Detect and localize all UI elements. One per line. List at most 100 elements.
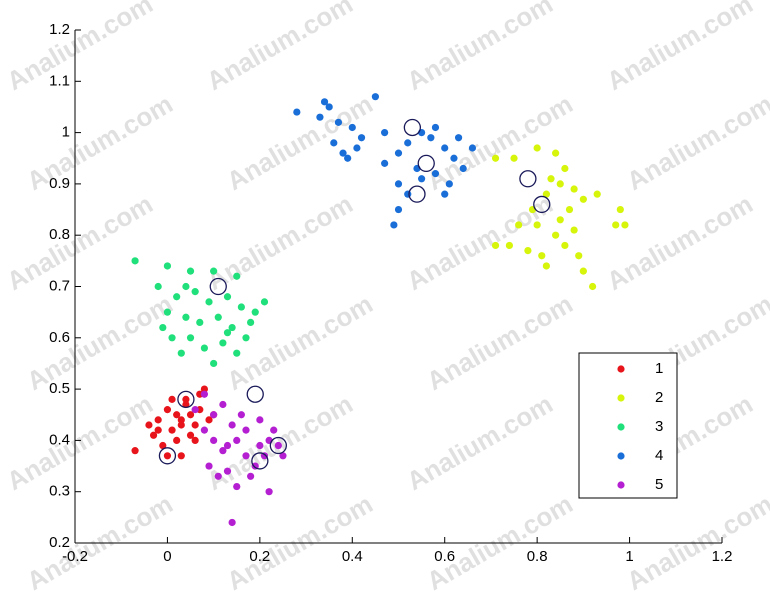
watermark: Analium.com: [401, 389, 557, 497]
scatter-point: [191, 288, 199, 296]
scatter-point: [274, 441, 282, 450]
watermark: Analium.com: [1, 189, 157, 297]
scatter-point: [339, 149, 347, 157]
watermark: Analium.com: [401, 0, 557, 96]
scatter-point: [404, 139, 412, 147]
scatter-point: [233, 436, 241, 444]
scatter-point: [491, 154, 500, 162]
highlight-ring: [408, 185, 426, 203]
x-tick-label: 0: [163, 548, 171, 565]
scatter-point: [145, 421, 153, 429]
scatter-point: [200, 344, 208, 352]
scatter-point: [381, 159, 389, 167]
scatter-point: [200, 426, 208, 434]
scatter-point: [196, 318, 204, 327]
scatter-point: [330, 139, 338, 147]
x-tick-label: 0.6: [434, 548, 455, 565]
scatter-point: [381, 129, 389, 137]
scatter-point: [570, 185, 578, 193]
watermark: Analium.com: [221, 489, 377, 593]
watermark: Analium.com: [21, 489, 177, 593]
y-tick-label: 0.7: [49, 277, 70, 294]
scatter-point: [214, 313, 222, 321]
x-tick-label: 0.4: [342, 548, 363, 565]
scatter-point: [168, 395, 176, 403]
scatter-point: [228, 323, 236, 332]
scatter-point: [542, 262, 550, 270]
scatter-point: [612, 221, 620, 229]
scatter-point: [394, 205, 403, 214]
scatter-point: [228, 518, 236, 527]
scatter-point: [357, 134, 366, 142]
scatter-point: [219, 447, 227, 455]
watermark: Analium.com: [21, 289, 177, 397]
scatter-point: [210, 267, 218, 275]
scatter-point: [233, 272, 241, 280]
scatter-point: [182, 282, 190, 291]
scatter-point: [205, 416, 213, 424]
scatter-point: [210, 359, 218, 368]
scatter-point: [242, 426, 250, 434]
scatter-point: [561, 241, 569, 250]
highlight-ring: [533, 195, 551, 214]
scatter-point: [256, 441, 264, 450]
highlight-ring: [519, 170, 537, 188]
x-tick-label: -0.2: [62, 548, 88, 565]
legend-marker: [617, 452, 625, 460]
scatter-point: [131, 257, 139, 265]
scatter-point: [565, 205, 574, 214]
scatter-point: [538, 252, 546, 260]
watermark: Analium.com: [21, 89, 177, 197]
legend-marker: [617, 365, 625, 373]
legend-label: 5: [655, 476, 663, 493]
scatter-point: [556, 180, 564, 188]
x-tick-label: 1.2: [712, 548, 733, 565]
scatter-point: [441, 190, 449, 198]
scatter-point: [163, 262, 172, 270]
scatter-point: [524, 246, 532, 255]
scatter-point: [575, 252, 583, 260]
scatter-point: [533, 144, 541, 152]
watermark: Analium.com: [201, 0, 357, 96]
y-tick-label: 0.5: [49, 380, 70, 397]
watermark: Analium.com: [1, 389, 157, 497]
scatter-point: [223, 467, 232, 475]
scatter-point: [233, 482, 241, 491]
scatter-point: [260, 298, 269, 306]
scatter-point: [251, 308, 259, 316]
scatter-point: [510, 154, 518, 162]
highlight-ring: [246, 385, 264, 403]
scatter-point: [491, 241, 500, 250]
scatter-point: [149, 431, 158, 439]
scatter-point: [154, 416, 162, 424]
x-tick-label: 0.8: [527, 548, 548, 565]
scatter-point: [293, 108, 301, 116]
scatter-point: [191, 406, 199, 414]
scatter-point: [621, 221, 629, 229]
scatter-point: [223, 293, 232, 301]
legend-label: 1: [655, 360, 663, 377]
scatter-point: [219, 400, 227, 409]
scatter-point: [191, 436, 199, 444]
scatter-point: [542, 190, 550, 198]
scatter-point: [163, 406, 172, 414]
watermark: Analium.com: [621, 89, 770, 197]
scatter-point: [533, 221, 541, 229]
scatter-point: [579, 267, 587, 275]
scatter-point: [353, 144, 361, 152]
scatter-point: [418, 175, 426, 183]
scatter-point: [186, 411, 195, 419]
scatter-point: [186, 334, 195, 342]
scatter-point: [394, 180, 403, 188]
watermark: Analium.com: [201, 189, 357, 297]
scatter-point: [505, 241, 514, 250]
legend-label: 4: [655, 447, 663, 464]
scatter-point: [552, 149, 560, 157]
scatter-point: [579, 195, 587, 203]
legend-box: [578, 352, 678, 499]
scatter-point: [390, 221, 398, 229]
watermark: Analium.com: [221, 89, 377, 197]
scatter-point: [616, 205, 624, 214]
highlight-ring: [251, 452, 269, 470]
scatter-point: [570, 226, 578, 234]
